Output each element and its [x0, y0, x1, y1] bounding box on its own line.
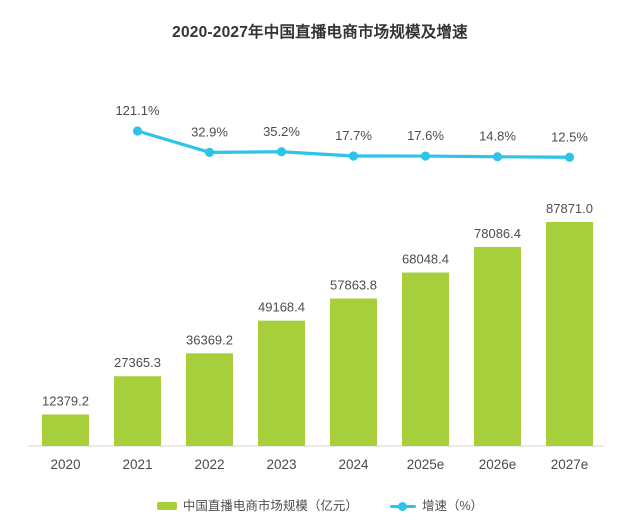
legend: 中国直播电商市场规模（亿元） 增速（%）: [0, 496, 640, 516]
bar-value-label-2024: 57863.8: [330, 277, 377, 292]
growth-value-label-2021: 121.1%: [115, 103, 160, 118]
bar-value-label-2021: 27365.3: [114, 355, 161, 370]
growth-value-label-2022: 32.9%: [191, 124, 228, 139]
bar-value-label-2022: 36369.2: [186, 332, 233, 347]
x-axis-label-2025e: 2025e: [407, 457, 445, 472]
growth-value-label-2026e: 14.8%: [479, 129, 516, 144]
bar-2024: [330, 298, 377, 446]
growth-value-label-2025e: 17.6%: [407, 128, 444, 143]
growth-point-2025e: [420, 151, 431, 161]
bar-value-label-2026e: 78086.4: [474, 226, 521, 241]
x-axis-label-2021: 2021: [122, 457, 152, 472]
bar-2022: [186, 353, 233, 446]
x-axis-label-2022: 2022: [194, 457, 224, 472]
growth-value-label-2023: 35.2%: [263, 124, 300, 139]
bar-value-label-2027e: 87871.0: [546, 201, 593, 216]
x-axis-label-2026e: 2026e: [479, 457, 517, 472]
growth-value-label-2024: 17.7%: [335, 128, 372, 143]
legend-item-growth: 增速（%）: [389, 498, 484, 514]
x-axis-label-2023: 2023: [266, 457, 296, 472]
bar-series-swatch-icon: [156, 502, 177, 510]
bar-2023: [258, 320, 305, 446]
bar-value-label-2020: 12379.2: [42, 393, 89, 408]
x-axis-label-2024: 2024: [338, 457, 369, 472]
legend-label-market-scale: 中国直播电商市场规模（亿元）: [182, 499, 358, 513]
legend-label-growth: 增速（%）: [421, 499, 484, 513]
bar-2027e: [546, 222, 593, 446]
growth-point-2023: [276, 147, 287, 157]
plot-area: 12379.2 27365.3 36369.2 49168.4 57863.8 68048…: [28, 103, 604, 472]
growth-point-2026e: [492, 152, 503, 162]
bar-2020: [42, 414, 89, 446]
chart-title: 2020-2027年中国直播电商市场规模及增速: [172, 24, 468, 41]
growth-point-2024: [348, 151, 359, 161]
bar-2025e: [402, 272, 449, 446]
x-axis-label-2027e: 2027e: [551, 457, 589, 472]
growth-point-2021: [132, 126, 143, 136]
bar-2026e: [474, 246, 521, 446]
line-series-swatch-icon: [389, 501, 416, 511]
bar-2021: [114, 376, 161, 446]
line-swatch-dot: [398, 501, 408, 511]
growth-value-label-2027e: 12.5%: [551, 129, 588, 144]
legend-item-market-scale: 中国直播电商市场规模（亿元）: [156, 498, 358, 514]
growth-point-2022: [204, 147, 215, 157]
bar-value-label-2025e: 68048.4: [402, 252, 449, 267]
bar-value-label-2023: 49168.4: [258, 300, 305, 315]
growth-point-2027e: [564, 152, 575, 162]
x-axis-label-2020: 2020: [50, 457, 80, 472]
